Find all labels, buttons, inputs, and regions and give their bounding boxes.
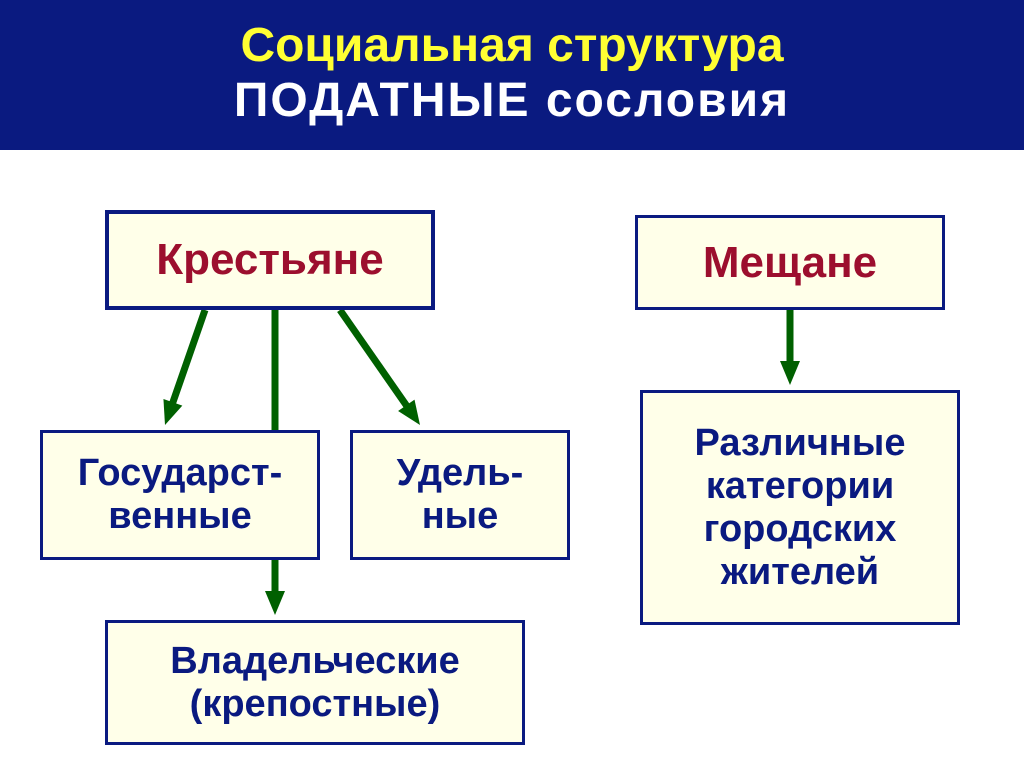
slide-header: Социальная структура ПОДАТНЫЕ сословия	[0, 0, 1024, 150]
node-serfs: Владельческие(крепостные)	[105, 620, 525, 745]
slide-content: Крестьяне Мещане Государст-венныеУдель-ные…	[0, 150, 1024, 767]
title-line2: ПОДАТНЫЕ сословия	[0, 73, 1024, 128]
title-line1: Социальная структура	[0, 18, 1024, 73]
node-udel: Удель-ные	[350, 430, 570, 560]
node-meshchane: Мещане	[635, 215, 945, 310]
node-urban: Различныекатегориигородскихжителей	[640, 390, 960, 625]
node-state: Государст-венные	[40, 430, 320, 560]
slide: Социальная структура ПОДАТНЫЕ сословия К…	[0, 0, 1024, 767]
node-peasants: Крестьяне	[105, 210, 435, 310]
